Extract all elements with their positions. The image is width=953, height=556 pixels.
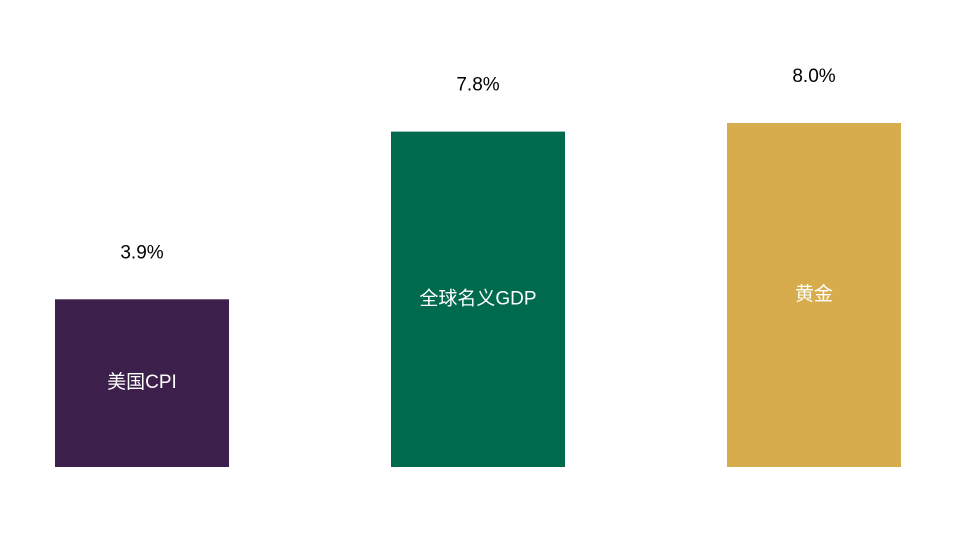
bar xyxy=(55,299,229,467)
value-label: 8.0% xyxy=(792,66,835,87)
category-label: 美国CPI xyxy=(107,371,177,393)
bar xyxy=(727,123,901,467)
value-label: 7.8% xyxy=(456,75,499,96)
category-label: 全球名义GDP xyxy=(419,287,536,309)
value-label: 3.9% xyxy=(120,242,163,263)
category-label: 黄金 xyxy=(795,283,833,305)
bar xyxy=(391,131,565,467)
